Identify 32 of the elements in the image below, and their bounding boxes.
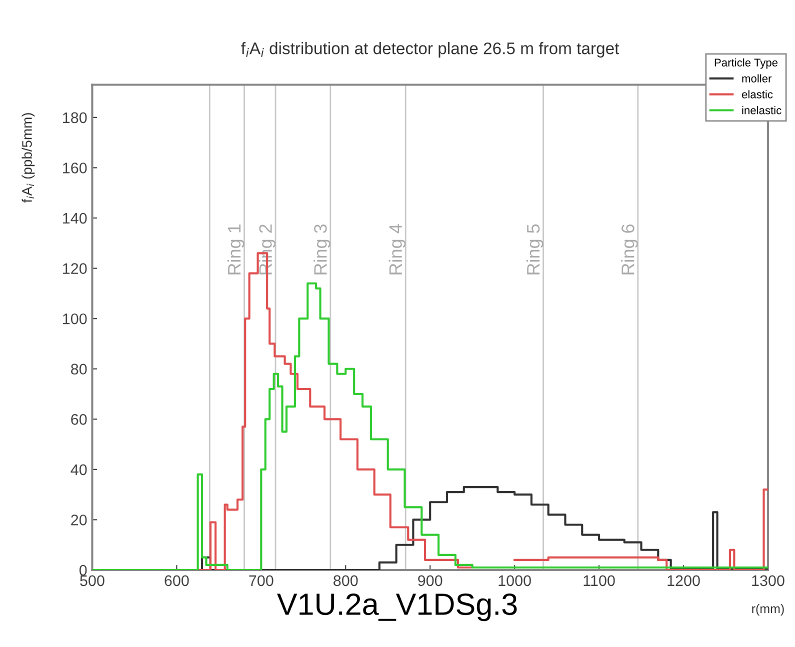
x-tick-label: 700: [249, 575, 274, 586]
legend-label: moller: [742, 74, 772, 82]
x-tick-label: 1000: [498, 575, 531, 586]
ref-line-label: Ring 4: [388, 224, 406, 274]
legend-title: Particle Type: [714, 58, 778, 69]
ref-line-label: Ring 1: [227, 224, 244, 274]
x-axis-title: r(mm): [752, 604, 784, 616]
x-tick-label: 500: [80, 575, 104, 586]
text: V1U.2a_V1DSg.3: [277, 593, 517, 622]
ref-line-label: Ring 5: [526, 224, 544, 274]
y-tick-label: 80: [71, 364, 87, 375]
y-tick-label: 20: [71, 514, 87, 526]
y-axis-title: f$_{i}$A$_{i}$ (ppb/5mm): [22, 113, 35, 203]
y-tick-label: 0: [79, 564, 87, 576]
y-tick-label: 160: [63, 162, 87, 174]
ref-line-label: Ring 3: [314, 224, 330, 274]
x-tick-label: 900: [418, 575, 442, 586]
y-tick-label: 120: [63, 263, 87, 274]
y-tick-label: 100: [63, 313, 87, 324]
legend-label: inelastic: [742, 106, 782, 114]
y-tick-label: 60: [71, 414, 87, 425]
ref-line-label: Ring 6: [621, 224, 638, 274]
x-tick-label: 1200: [668, 575, 700, 586]
y-tick-label: 180: [63, 112, 87, 124]
x-tick-label: 800: [334, 575, 358, 586]
y-tick-label: 40: [70, 464, 87, 476]
x-tick-label: 600: [164, 575, 189, 586]
x-tick-label: 1100: [584, 575, 615, 586]
x-tick-label: 1300: [752, 575, 784, 586]
y-tick-label: 140: [63, 212, 87, 224]
chart-title: f$_{i}$A$_{i}$ distribution at detector plane 26.5 m from target: [241, 42, 620, 58]
legend-label: elastic: [742, 90, 773, 98]
